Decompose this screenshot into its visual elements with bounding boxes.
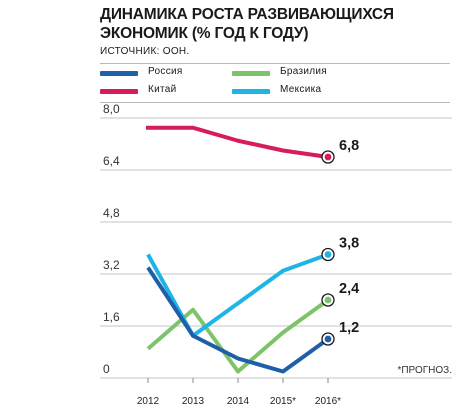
- legend-swatch-brazil: [232, 71, 270, 76]
- end-marker-dot: [324, 335, 332, 343]
- legend-bottom-rule: [100, 102, 450, 103]
- y-tick-label: 4,8: [103, 206, 120, 220]
- x-tick-label: 2016*: [315, 396, 341, 407]
- source-note: ИСТОЧНИК: ООН.: [100, 46, 190, 57]
- legend-label-brazil: Бразилия: [280, 66, 327, 77]
- series-line-Мексика: [146, 252, 329, 338]
- legend-label-mexico: Мексика: [280, 84, 322, 95]
- y-tick-label: 0: [103, 362, 110, 376]
- chart-title: ДИНАМИКА РОСТА РАЗВИВАЮЩИХСЯ ЭКОНОМИК (%…: [100, 5, 450, 43]
- end-value-label: 6,8: [339, 138, 359, 154]
- legend-label-china: Китай: [148, 84, 177, 95]
- forecast-note: *ПРОГНОЗ.: [397, 365, 452, 376]
- series-line-Китай: [146, 125, 329, 159]
- series-line-Бразилия: [146, 298, 330, 374]
- x-tick-label: 2012: [137, 396, 160, 407]
- end-marker-dot: [324, 296, 332, 304]
- x-tick-label: 2013: [182, 396, 205, 407]
- end-marker-dot: [324, 251, 332, 258]
- legend-label-russia: Россия: [148, 66, 183, 77]
- legend-swatch-china: [100, 89, 138, 94]
- legend-swatch-mexico: [232, 89, 270, 94]
- end-value-label: 3,8: [339, 236, 359, 252]
- y-tick-label: 6,4: [103, 154, 120, 168]
- x-tick-label: 2015*: [270, 396, 296, 407]
- y-tick-label: 8,0: [103, 102, 120, 116]
- y-tick-label: 3,2: [103, 258, 120, 272]
- end-marker-dot: [324, 153, 332, 161]
- legend-swatch-russia: [100, 71, 138, 76]
- series-line-Россия: [146, 266, 330, 374]
- chart-title-line1: ДИНАМИКА РОСТА РАЗВИВАЮЩИХСЯ: [100, 6, 394, 23]
- legend-top-rule: [100, 63, 450, 64]
- x-tick-label: 2014: [227, 396, 250, 407]
- y-tick-label: 1,6: [103, 310, 120, 324]
- end-value-label: 2,4: [339, 281, 359, 297]
- end-value-label: 1,2: [339, 320, 359, 336]
- chart-title-line2: ЭКОНОМИК (% ГОД К ГОДУ): [100, 25, 309, 42]
